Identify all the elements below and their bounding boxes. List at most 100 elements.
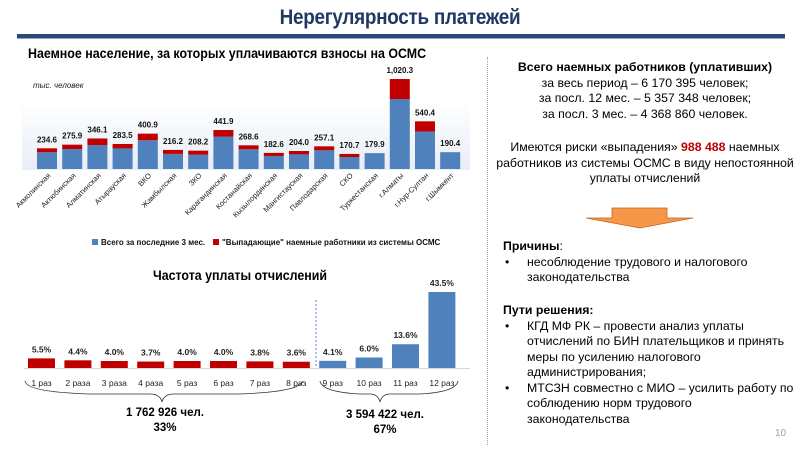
- totals-heading: Всего наемных работников (уплативших): [517, 60, 773, 74]
- x-axis-label: 9 раз: [323, 378, 343, 388]
- bullet-icon: •: [505, 380, 510, 395]
- bar-value-label: 234.6: [37, 135, 58, 144]
- chart2-title: Частота уплаты отчислений: [152, 268, 328, 283]
- totals-line: за посл. 3 мес. – 4 368 860 человек.: [542, 106, 748, 121]
- bar-dropouts: [213, 130, 234, 137]
- bar-total-3m: [415, 131, 435, 169]
- brace-group-2: [319, 380, 459, 403]
- title-underline: [17, 34, 785, 39]
- bar-value-label: 4.0%: [177, 347, 197, 357]
- totals-line: за посл. 12 мес. – 5 357 348 человек;: [538, 91, 752, 105]
- x-axis-label: 6 раз: [213, 378, 233, 388]
- risk-text-pre: Имеются риски «выпадения»: [510, 140, 682, 154]
- bar-value-label: 13.6%: [393, 330, 418, 340]
- causes-heading: Причины: [503, 239, 560, 253]
- bar-dropouts: [263, 152, 284, 156]
- bar-value-label: 346.1: [87, 125, 108, 134]
- totals-line: за весь период – 6 170 395 человек;: [541, 75, 749, 90]
- frequency-bar: [173, 361, 201, 368]
- bar-value-label: 268.6: [239, 132, 260, 141]
- legend-item-total: Всего за последние 3 мес.: [92, 238, 205, 247]
- chart1-unit-label: тыс. человек: [33, 81, 84, 90]
- x-axis-label: 1 раз: [31, 378, 51, 388]
- bar-value-label: 441.9: [213, 117, 234, 126]
- bar-value-label: 257.1: [314, 133, 335, 142]
- bar-dropouts: [112, 143, 133, 149]
- bar-dropouts: [62, 144, 83, 150]
- x-axis-label: 7 раз: [250, 378, 270, 388]
- x-axis-label: 3 раза: [102, 378, 127, 388]
- group2-summary: 3 594 422 чел. 67%: [330, 408, 440, 438]
- bar-value-label: 1,020.3: [386, 66, 413, 75]
- legend-swatch-red: [213, 239, 219, 245]
- bar-total-3m: [339, 157, 360, 169]
- bar-value-label: 5.5%: [32, 344, 52, 354]
- bar-value-label: 4.1%: [323, 347, 343, 357]
- bar-value-label: 4.4%: [68, 346, 88, 356]
- bar-dropouts: [37, 148, 57, 153]
- bar-total-3m: [314, 150, 335, 169]
- causes-colon: :: [559, 239, 563, 253]
- bar-dropouts: [389, 79, 410, 100]
- frequency-bar: [319, 360, 347, 368]
- causes-section: Причины: • несоблюдение трудового и налог…: [503, 239, 795, 286]
- bar-value-label: 400.9: [138, 121, 159, 130]
- x-axis-label: 2 раза: [65, 378, 90, 388]
- frequency-bar: [355, 357, 383, 368]
- cause-text: несоблюдение трудового и налогового зако…: [527, 254, 748, 285]
- panel-divider: [487, 57, 488, 445]
- bar-dropouts: [238, 145, 259, 150]
- bar-total-3m: [163, 153, 183, 169]
- bar-value-label: 43.5%: [430, 278, 455, 288]
- bar-total-3m: [238, 149, 259, 169]
- x-axis-label: 4 раза: [138, 378, 163, 388]
- group1-count: 1 762 926 чел.: [126, 407, 204, 419]
- bar-value-label: 283.5: [113, 131, 134, 140]
- solutions-section: Пути решения: • КГД МФ РК – провести анал…: [503, 303, 795, 427]
- bar-total-3m: [440, 152, 461, 169]
- frequency-bar: [392, 344, 419, 368]
- bar-dropouts: [188, 150, 209, 155]
- bar-value-label: 179.9: [365, 140, 386, 149]
- frequency-bar: [137, 361, 165, 368]
- bar-value-label: 182.6: [264, 140, 285, 149]
- bar-dropouts: [339, 153, 360, 158]
- risk-number: 988 488: [681, 140, 726, 154]
- bar-value-label: 216.2: [163, 137, 184, 146]
- x-axis-label: 8 раз: [286, 378, 306, 388]
- bar-total-3m: [289, 154, 309, 169]
- solution-item: • КГД МФ РК – провести анализ уплаты отчи…: [503, 319, 795, 381]
- bar-total-3m: [188, 154, 209, 169]
- cause-item: • несоблюдение трудового и налогового зак…: [503, 255, 795, 286]
- bar-total-3m: [112, 148, 133, 169]
- x-axis-label: 11 раз: [393, 378, 418, 388]
- legend-item-dropouts: "Выпадающие" наемные работники из систем…: [213, 238, 440, 247]
- group2-count: 3 594 422 чел.: [346, 409, 424, 421]
- totals-summary: Всего наемных работников (уплативших) за…: [495, 60, 795, 122]
- bar-value-label: 190.4: [440, 139, 461, 148]
- bar-value-label: 4.0%: [105, 347, 125, 357]
- risk-statement: Имеются риски «выпадения» 988 488 наемны…: [495, 140, 795, 187]
- bar-value-label: 3.8%: [250, 347, 270, 357]
- bar-value-label: 204.0: [289, 138, 310, 147]
- x-axis-label: 10 раз: [357, 378, 382, 388]
- bar-total-3m: [37, 152, 57, 169]
- bar-value-label: 275.9: [62, 132, 83, 141]
- solution-text: МТСЗН совместно с МИО – усилить работу п…: [527, 380, 794, 426]
- frequency-bar: [282, 361, 310, 368]
- solutions-heading: Пути решения:: [503, 303, 594, 317]
- bar-value-label: 170.7: [339, 141, 360, 150]
- bar-dropouts: [289, 151, 309, 155]
- bar-total-3m: [389, 99, 410, 169]
- group2-share: 67%: [373, 424, 397, 436]
- slide-title: Нерегулярность платежей: [279, 6, 521, 29]
- bar-value-label: 540.4: [415, 108, 436, 117]
- bar-dropouts: [87, 138, 108, 146]
- bar-total-3m: [213, 136, 234, 169]
- bar-total-3m: [137, 140, 158, 169]
- group1-share: 33%: [153, 422, 177, 434]
- frequency-bar: [64, 360, 92, 368]
